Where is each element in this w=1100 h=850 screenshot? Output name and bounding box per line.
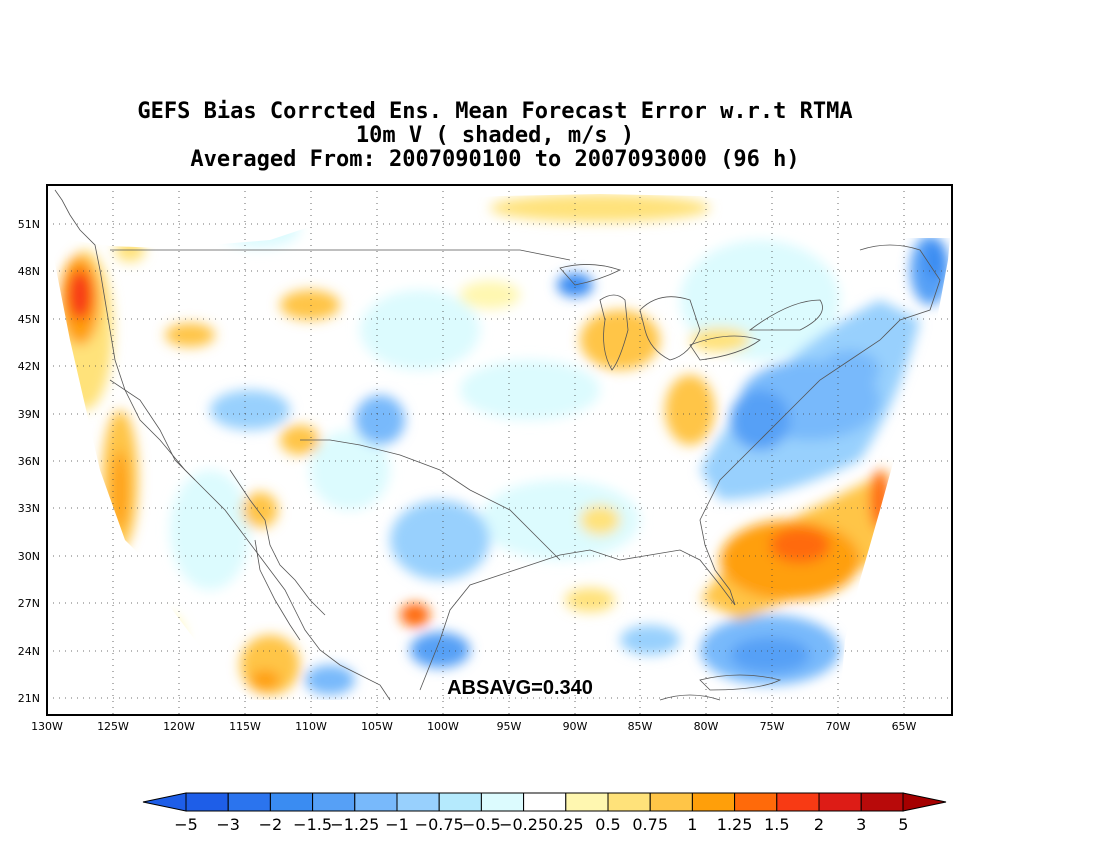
colorbar-label: −3 — [216, 815, 240, 834]
colorbar-label: 1 — [687, 815, 697, 834]
colorbar-label: 0.75 — [632, 815, 668, 834]
colorbar-swatch — [607, 792, 651, 812]
lon-tick-label: 85W — [628, 720, 653, 733]
colorbar-label: −5 — [174, 815, 198, 834]
lon-tick-label: 115W — [229, 720, 261, 733]
colorbar-label: 1.5 — [764, 815, 789, 834]
lon-tick-label: 105W — [361, 720, 393, 733]
lon-tick-label: 95W — [497, 720, 522, 733]
colorbar: −5 −3 −2 −1.5−1.25 −1 −0.75−0.5−0.25 0.25 0.5 0.… — [142, 792, 947, 834]
shaded-field — [50, 194, 950, 700]
colorbar-swatch — [776, 792, 820, 812]
lon-tick-label: 100W — [427, 720, 459, 733]
coastlines — [54, 189, 941, 701]
colorbar-right-arrow — [902, 792, 947, 812]
map-frame — [46, 184, 953, 716]
colorbar-label: 2 — [814, 815, 824, 834]
lon-tick-label: 120W — [163, 720, 195, 733]
latitude-axis: 51N 48N 45N 42N 39N 36N 33N 30N 27N 24N … — [18, 218, 40, 705]
colorbar-swatch — [818, 792, 862, 812]
lat-tick-label: 42N — [18, 360, 40, 373]
lon-tick-label: 65W — [892, 720, 917, 733]
colorbar-label: −0.5 — [462, 815, 501, 834]
gridlines — [47, 185, 952, 715]
lat-tick-label: 45N — [18, 313, 40, 326]
colorbar-label: 0.25 — [548, 815, 584, 834]
title-line-3: Averaged From: 2007090100 to 2007093000 … — [190, 147, 800, 172]
lat-tick-label: 48N — [18, 265, 40, 278]
colorbar-swatch — [227, 792, 271, 812]
colorbar-swatch — [480, 792, 525, 812]
lat-tick-label: 27N — [18, 597, 40, 610]
lon-tick-label: 125W — [97, 720, 129, 733]
colorbar-swatch — [185, 792, 229, 812]
colorbar-label: −1 — [385, 815, 409, 834]
colorbar-label: −1.5 — [293, 815, 332, 834]
colorbar-swatch — [354, 792, 398, 812]
title-line-2: 10m V ( shaded, m/s ) — [355, 123, 635, 148]
lon-tick-label: 130W — [31, 720, 63, 733]
colorbar-label: 0.5 — [595, 815, 620, 834]
colorbar-label: −2 — [259, 815, 283, 834]
colorbar-label: −1.25 — [330, 815, 379, 834]
colorbar-label: −0.25 — [499, 815, 548, 834]
lon-tick-label: 110W — [295, 720, 327, 733]
lon-tick-label: 80W — [694, 720, 719, 733]
colorbar-label: 5 — [898, 815, 908, 834]
lat-tick-label: 51N — [18, 218, 40, 231]
title-block: GEFS Bias Corrcted Ens. Mean Forecast Er… — [0, 100, 990, 172]
colorbar-left-arrow — [142, 792, 187, 812]
lat-tick-label: 24N — [18, 645, 40, 658]
colorbar-swatch — [691, 792, 736, 812]
longitude-axis: 130W 125W 120W 115W 110W 105W 100W 95W 9… — [31, 720, 916, 733]
colorbar-label: −0.75 — [415, 815, 464, 834]
lon-tick-label: 90W — [563, 720, 588, 733]
colorbar-swatch — [523, 792, 567, 812]
colorbar-swatch — [860, 792, 904, 812]
lat-tick-label: 39N — [18, 408, 40, 421]
absavg-label: ABSAVG=0.340 — [447, 677, 593, 699]
title-line-1: GEFS Bias Corrcted Ens. Mean Forecast Er… — [137, 99, 853, 124]
colorbar-swatch — [565, 792, 609, 812]
colorbar-swatch — [269, 792, 314, 812]
lat-tick-label: 33N — [18, 502, 40, 515]
lon-tick-label: 70W — [826, 720, 851, 733]
colorbar-swatch — [312, 792, 356, 812]
lon-tick-label: 75W — [760, 720, 785, 733]
lat-tick-label: 30N — [18, 550, 40, 563]
colorbar-swatch — [438, 792, 482, 812]
colorbar-swatch — [734, 792, 778, 812]
colorbar-label: 1.25 — [717, 815, 753, 834]
colorbar-swatch — [649, 792, 693, 812]
colorbar-label: 3 — [856, 815, 866, 834]
colorbar-swatch — [396, 792, 440, 812]
lat-tick-label: 21N — [18, 692, 40, 705]
lat-tick-label: 36N — [18, 455, 40, 468]
